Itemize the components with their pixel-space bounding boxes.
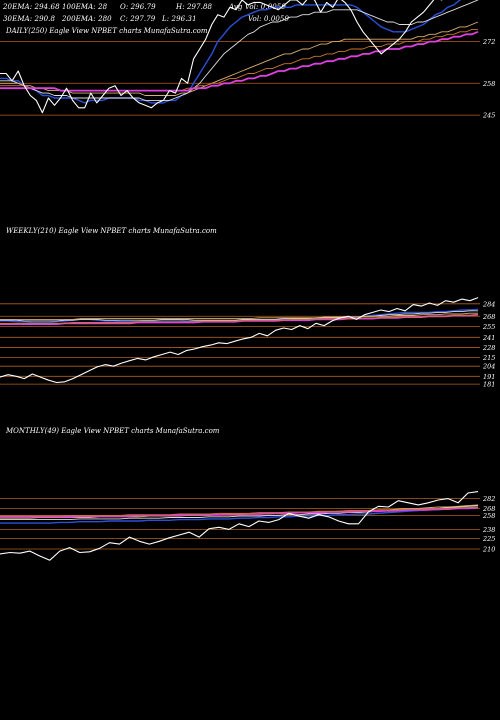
header-row1-item-1: 100EMA: 28 — [62, 3, 108, 11]
header-row1-item-2: O: 296.79 — [120, 3, 156, 11]
tick-label-2-4: 225 — [482, 535, 495, 543]
tick-label-0-0: 272 — [482, 38, 495, 46]
price-line-0 — [0, 0, 443, 114]
tick-label-1-6: 204 — [482, 363, 495, 371]
ema-line-tan-1 — [0, 312, 478, 320]
ema-line-blue-2 — [0, 506, 479, 524]
chart-title-0: DAILY(250) Eagle View NPBET charts Munaf… — [5, 27, 208, 35]
ema-line-blue-0 — [0, 0, 462, 104]
tick-label-0-1: 258 — [482, 80, 495, 88]
ema-line-white-0 — [0, 0, 479, 101]
tick-label-1-4: 228 — [482, 344, 495, 352]
chart-title-1: WEEKLY(210) Eagle View NPBET charts Muna… — [6, 227, 217, 235]
tick-label-2-2: 258 — [482, 512, 495, 520]
header-row1-item-3: H: 297.88 — [176, 3, 213, 11]
tick-label-2-0: 282 — [482, 495, 495, 503]
header-row2-item-4: Vol: 0.0059 — [248, 15, 290, 23]
chart-panel-1: WEEKLY(210) Eagle View NPBET charts Muna… — [0, 227, 495, 389]
ema-line-orange-2 — [0, 506, 479, 517]
price-line-2 — [0, 491, 479, 561]
tick-label-1-8: 181 — [483, 381, 495, 389]
price-line-1 — [0, 297, 479, 384]
tick-label-1-3: 241 — [482, 334, 495, 342]
header-row2-item-0: 30EMA: 290.8 — [3, 15, 56, 23]
ema-line-magenta-2 — [0, 506, 479, 518]
chart-title-2: MONTHLY(49) Eagle View NPBET charts Muna… — [5, 427, 220, 435]
tick-label-1-5: 215 — [482, 354, 495, 362]
header-row1-item-0: 20EMA: 294.68 — [3, 3, 60, 11]
tick-label-2-5: 210 — [482, 546, 495, 554]
tick-label-2-1: 268 — [482, 505, 495, 513]
header-row2-item-3: L: 296.31 — [162, 15, 197, 23]
chart-panel-2: MONTHLY(49) Eagle View NPBET charts Muna… — [0, 427, 495, 561]
tick-label-2-3: 238 — [482, 526, 495, 534]
tick-label-0-2: 245 — [482, 112, 495, 120]
header-row2-item-2: C: 297.79 — [120, 15, 156, 23]
ema-line-orange-1 — [0, 314, 479, 324]
ema-line-white-1 — [0, 310, 478, 322]
tick-label-1-1: 268 — [482, 313, 495, 321]
tick-label-1-7: 191 — [483, 373, 495, 381]
tick-label-1-2: 255 — [482, 323, 495, 331]
tick-label-1-0: 284 — [482, 300, 495, 308]
chart-panel-0: DAILY(250) Eagle View NPBET charts Munaf… — [0, 0, 495, 120]
ema-line-tan-0 — [0, 21, 479, 96]
ema-line-magenta-0 — [0, 30, 479, 92]
header-row1-item-4: Avg Vol: 0.0059 — [229, 3, 286, 11]
header-row2-item-1: 200EMA: 280 — [62, 15, 112, 23]
